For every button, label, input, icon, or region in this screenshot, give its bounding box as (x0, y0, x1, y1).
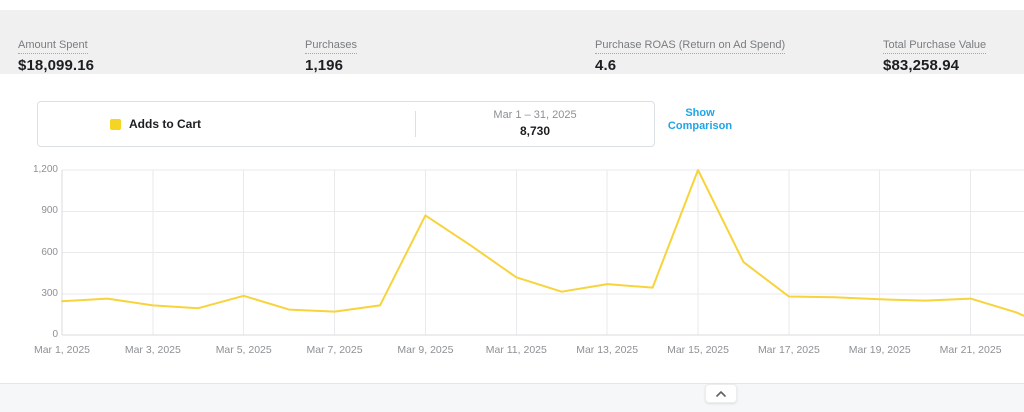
metric-total-purchase-value-label[interactable]: Total Purchase Value (883, 39, 987, 54)
chart-legend-card: Adds to Cart Mar 1 – 31, 2025 8,730 (37, 101, 655, 147)
metric-purchases-value: 1,196 (305, 57, 344, 74)
metric-purchases-label[interactable]: Purchases (305, 39, 357, 54)
adds-to-cart-legend-item[interactable]: Adds to Cart (38, 102, 415, 146)
chevron-up-icon (716, 390, 726, 397)
date-range-summary: Mar 1 – 31, 2025 8,730 (416, 102, 654, 146)
metric-total-purchase-value: Total Purchase Value $83,258.94 (883, 35, 987, 74)
y-axis-tick-label: 900 (41, 205, 58, 217)
legend-divider (415, 111, 416, 137)
metric-purchase-roas-label[interactable]: Purchase ROAS (Return on Ad Spend) (595, 39, 786, 54)
x-axis-tick-label: Mar 19, 2025 (848, 344, 911, 356)
x-axis-tick-label: Mar 15, 2025 (667, 344, 729, 356)
legend-metric-label: Adds to Cart (129, 117, 201, 131)
metric-purchases: Purchases 1,196 (305, 35, 357, 74)
metric-total-purchase-value-value: $83,258.94 (883, 57, 960, 74)
adds-to-cart-swatch-icon (110, 118, 121, 130)
y-axis-tick-label: 1,200 (32, 164, 58, 175)
metric-purchase-roas: Purchase ROAS (Return on Ad Spend) 4.6 (595, 35, 786, 74)
x-axis-tick-label: Mar 9, 2025 (397, 344, 454, 356)
chart-footer-bar (0, 383, 1024, 412)
metric-amount-spent-value: $18,099.16 (18, 57, 95, 74)
x-axis-tick-label: Mar 3, 2025 (124, 344, 181, 356)
show-comparison-button[interactable]: Show Comparison (667, 107, 733, 132)
y-axis-tick-label: 600 (41, 246, 58, 258)
metric-purchase-roas-value: 4.6 (595, 57, 617, 74)
x-axis-tick-label: Mar 11, 2025 (485, 344, 547, 356)
x-axis-tick-label: Mar 21, 2025 (939, 344, 1002, 356)
x-axis-tick-label: Mar 7, 2025 (306, 344, 363, 356)
x-axis-tick-label: Mar 17, 2025 (757, 344, 820, 356)
date-range-label: Mar 1 – 31, 2025 (493, 109, 577, 121)
metric-amount-spent: Amount Spent $18,099.16 (18, 35, 94, 74)
metric-amount-spent-label[interactable]: Amount Spent (18, 39, 88, 54)
y-axis-tick-label: 0 (52, 329, 58, 340)
collapse-chart-button[interactable] (705, 384, 737, 403)
date-range-total: 8,730 (519, 124, 551, 138)
x-axis-tick-label: Mar 1, 2025 (33, 344, 91, 356)
x-axis-tick-label: Mar 5, 2025 (215, 344, 272, 356)
metrics-summary-band: Amount Spent $18,099.16 Purchases 1,196 … (0, 10, 1024, 74)
x-axis-tick-label: Mar 13, 2025 (576, 344, 639, 356)
y-axis-tick-label: 300 (41, 287, 58, 299)
